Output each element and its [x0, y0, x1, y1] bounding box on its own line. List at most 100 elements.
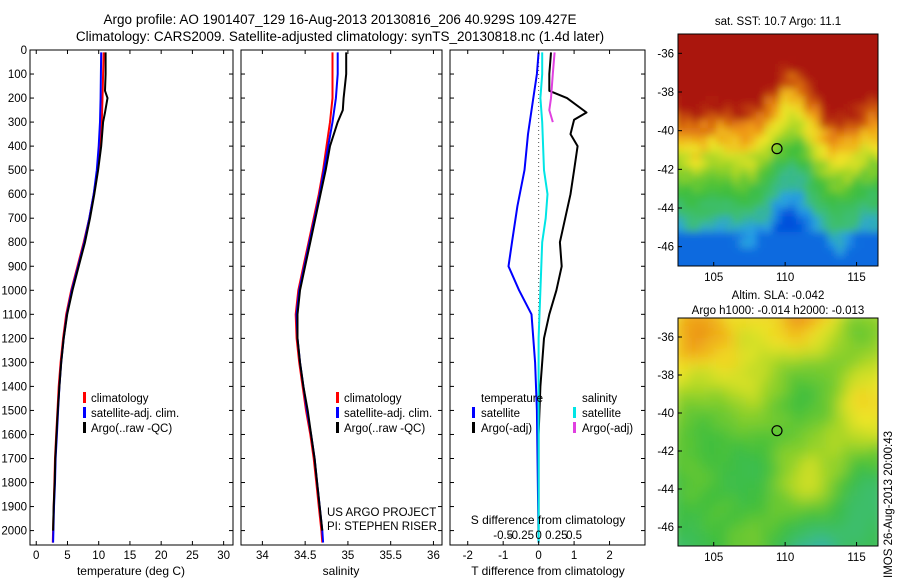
map-cell	[668, 256, 677, 265]
map-cell	[828, 208, 837, 217]
map-cell	[780, 200, 789, 209]
map-cell	[748, 478, 759, 489]
map-cell	[812, 72, 821, 81]
map-cell	[748, 232, 757, 241]
map-cell	[848, 358, 859, 369]
map-cell	[812, 48, 821, 57]
map-cell	[692, 112, 701, 121]
series-line-temp-0	[51, 52, 105, 543]
map-cell	[838, 448, 849, 459]
map-cell	[884, 224, 893, 233]
map-cell	[678, 104, 685, 113]
map-cell	[772, 72, 781, 81]
figure-title-line1: Argo profile: AO 1901407_129 16-Aug-2013…	[104, 12, 577, 27]
map-cell	[852, 96, 861, 105]
map-cell	[796, 136, 805, 145]
map-cell	[812, 56, 821, 65]
map-cell	[684, 160, 693, 169]
map-cell	[860, 120, 869, 129]
map-cell	[772, 232, 781, 241]
map-cell	[818, 408, 829, 419]
map-cell	[828, 388, 839, 399]
map-cell	[708, 96, 717, 105]
map-cell	[688, 348, 699, 359]
map-cell	[868, 120, 877, 129]
map-cell	[838, 328, 849, 339]
map-cell	[808, 338, 819, 349]
map-cell	[668, 152, 677, 161]
map-cell	[678, 318, 689, 319]
map-cell	[788, 448, 799, 459]
map-cell	[838, 458, 849, 469]
map-cell	[718, 338, 729, 349]
map-cell	[788, 256, 797, 265]
map-cell	[878, 378, 889, 389]
map-cell	[884, 128, 893, 137]
map-cell	[708, 64, 717, 73]
map-cell	[884, 232, 893, 241]
map-cell	[836, 56, 845, 65]
map-cell	[748, 468, 759, 479]
map-cell	[748, 358, 759, 369]
map-cell	[716, 248, 725, 257]
map-cell	[796, 224, 805, 233]
map-cell	[724, 72, 733, 81]
map-cell	[728, 388, 739, 399]
map-cell	[692, 144, 701, 153]
map-cell	[820, 272, 829, 281]
map-cell	[838, 378, 849, 389]
difference-frame	[449, 49, 646, 546]
map-cell	[828, 184, 837, 193]
map-cell	[868, 348, 878, 359]
map-cell	[838, 408, 849, 419]
map-cell	[844, 240, 853, 249]
map-cell	[804, 248, 813, 257]
map-cell	[860, 200, 869, 209]
map-cell	[716, 80, 725, 89]
xtick-label: 15	[124, 550, 137, 562]
map-cell	[772, 34, 781, 41]
map-cell	[884, 144, 893, 153]
map-cell	[876, 168, 878, 177]
map-cell	[812, 192, 821, 201]
map-cell	[820, 144, 829, 153]
ytick-label: 400	[8, 141, 27, 153]
map-cell	[808, 458, 819, 469]
map-cell	[764, 72, 773, 81]
xtick-label: 20	[155, 550, 168, 562]
map-cell	[678, 200, 685, 209]
map-cell	[820, 184, 829, 193]
series-line-sal-2	[296, 52, 348, 531]
map-cell	[758, 518, 769, 529]
map-cell	[708, 112, 717, 121]
map-cell	[700, 96, 709, 105]
map-cell	[716, 232, 725, 241]
map-cell	[884, 192, 893, 201]
map-cell	[828, 160, 837, 169]
map-cell	[844, 64, 853, 73]
map-cell	[812, 112, 821, 121]
map-cell	[764, 88, 773, 97]
map-cell	[692, 216, 701, 225]
map-cell	[772, 240, 781, 249]
map-cell	[788, 184, 797, 193]
map-cell	[820, 56, 829, 65]
legend-swatch-satellite	[336, 407, 339, 418]
map-cell	[878, 388, 889, 399]
map-cell	[876, 120, 878, 129]
map-cell	[844, 48, 853, 57]
map-cell	[858, 418, 869, 429]
map-cell	[852, 120, 861, 129]
map-cell	[692, 24, 701, 33]
map-cell	[836, 48, 845, 57]
map-cell	[804, 208, 813, 217]
map-cell	[756, 112, 765, 121]
map-cell	[668, 144, 677, 153]
map-cell	[858, 368, 869, 379]
sla-map-panel: Altim. SLA: -0.042 Argo h1000: -0.014 h2…	[657, 290, 889, 564]
map-cell	[678, 408, 689, 419]
map-cell	[708, 208, 717, 217]
map-cell	[860, 144, 869, 153]
map-cell	[764, 104, 773, 113]
map-cell	[716, 240, 725, 249]
